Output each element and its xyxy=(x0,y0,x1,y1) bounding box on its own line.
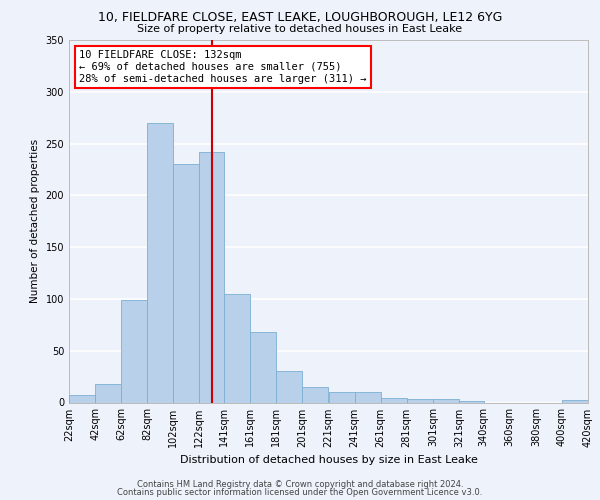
Bar xyxy=(250,332,277,402)
Bar xyxy=(433,400,459,402)
Text: 10 FIELDFARE CLOSE: 132sqm
← 69% of detached houses are smaller (755)
28% of sem: 10 FIELDFARE CLOSE: 132sqm ← 69% of deta… xyxy=(79,50,367,84)
Bar xyxy=(121,300,147,402)
Bar xyxy=(69,395,95,402)
Bar xyxy=(95,384,121,402)
Y-axis label: Number of detached properties: Number of detached properties xyxy=(30,139,40,304)
Bar xyxy=(173,164,199,402)
Text: 10, FIELDFARE CLOSE, EAST LEAKE, LOUGHBOROUGH, LE12 6YG: 10, FIELDFARE CLOSE, EAST LEAKE, LOUGHBO… xyxy=(98,11,502,24)
Bar xyxy=(380,398,407,402)
Bar xyxy=(407,400,433,402)
Bar xyxy=(224,294,250,403)
Bar xyxy=(329,392,355,402)
Bar xyxy=(302,387,329,402)
Text: Size of property relative to detached houses in East Leake: Size of property relative to detached ho… xyxy=(137,24,463,34)
X-axis label: Distribution of detached houses by size in East Leake: Distribution of detached houses by size … xyxy=(179,455,478,465)
Text: Contains HM Land Registry data © Crown copyright and database right 2024.: Contains HM Land Registry data © Crown c… xyxy=(137,480,463,489)
Text: Contains public sector information licensed under the Open Government Licence v3: Contains public sector information licen… xyxy=(118,488,482,497)
Bar xyxy=(277,372,302,402)
Bar xyxy=(147,123,173,402)
Bar xyxy=(562,400,588,402)
Bar xyxy=(199,152,224,403)
Bar xyxy=(355,392,380,402)
